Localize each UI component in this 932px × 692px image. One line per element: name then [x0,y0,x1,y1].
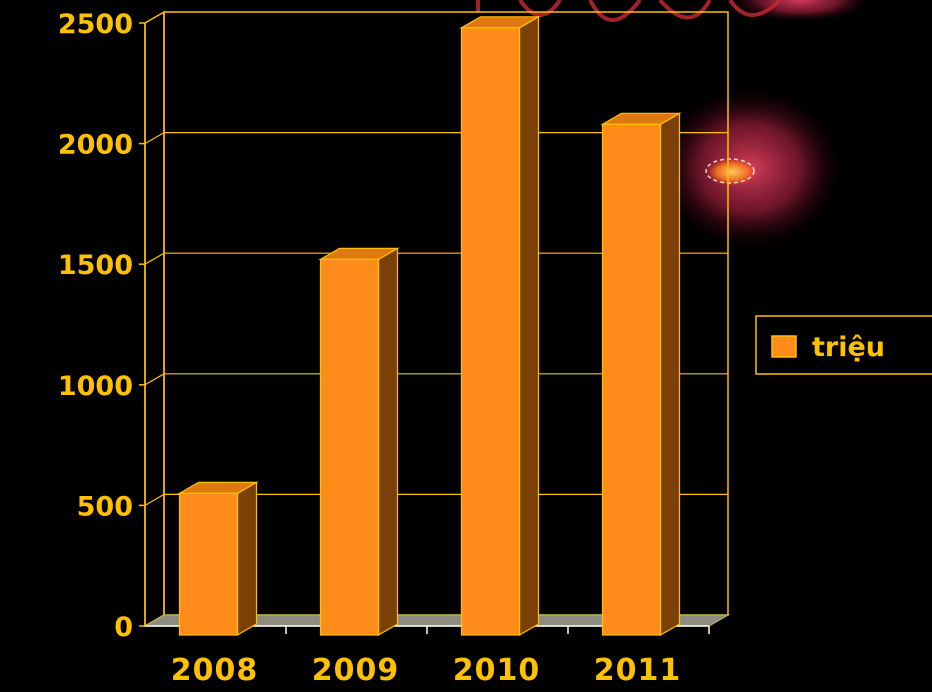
bar-2011 [600,112,682,637]
bars [177,15,682,637]
y-axis-tick-labels: 0 500 1000 1500 2000 2500 [58,9,146,643]
gridline-side [144,252,165,265]
y-tick-label: 0 [114,612,133,643]
bar-side [659,112,681,637]
bar-front [601,123,662,636]
y-tick-label: 2500 [58,9,133,40]
bar-2008 [177,481,259,637]
gridline-side [144,373,165,386]
bar-2010 [459,15,541,637]
legend: triệu [755,315,932,375]
bar-front [460,27,521,636]
legend-label: triệu [812,332,885,363]
gridline-side [144,493,165,506]
x-tick-label: 2009 [312,653,400,688]
gridline-side [144,132,165,145]
bar-front [178,492,239,636]
x-tick-label: 2008 [171,653,259,688]
left-wall [144,10,165,628]
x-tick-label: 2011 [594,653,682,688]
legend-swatch [771,335,797,358]
firework-decoration [476,0,870,248]
bar-side [377,247,399,637]
bar-side [236,481,258,637]
y-tick-label: 1500 [58,250,133,281]
y-tick-label: 1000 [58,371,133,402]
bar-front [319,258,380,636]
y-tick-label: 2000 [58,130,133,161]
bar-side [518,15,540,637]
x-tick-label: 2010 [453,653,541,688]
bar-2009 [318,247,400,637]
y-tick-label: 500 [77,491,133,522]
x-axis-tick-labels: 2008 2009 2010 2011 [171,626,710,688]
